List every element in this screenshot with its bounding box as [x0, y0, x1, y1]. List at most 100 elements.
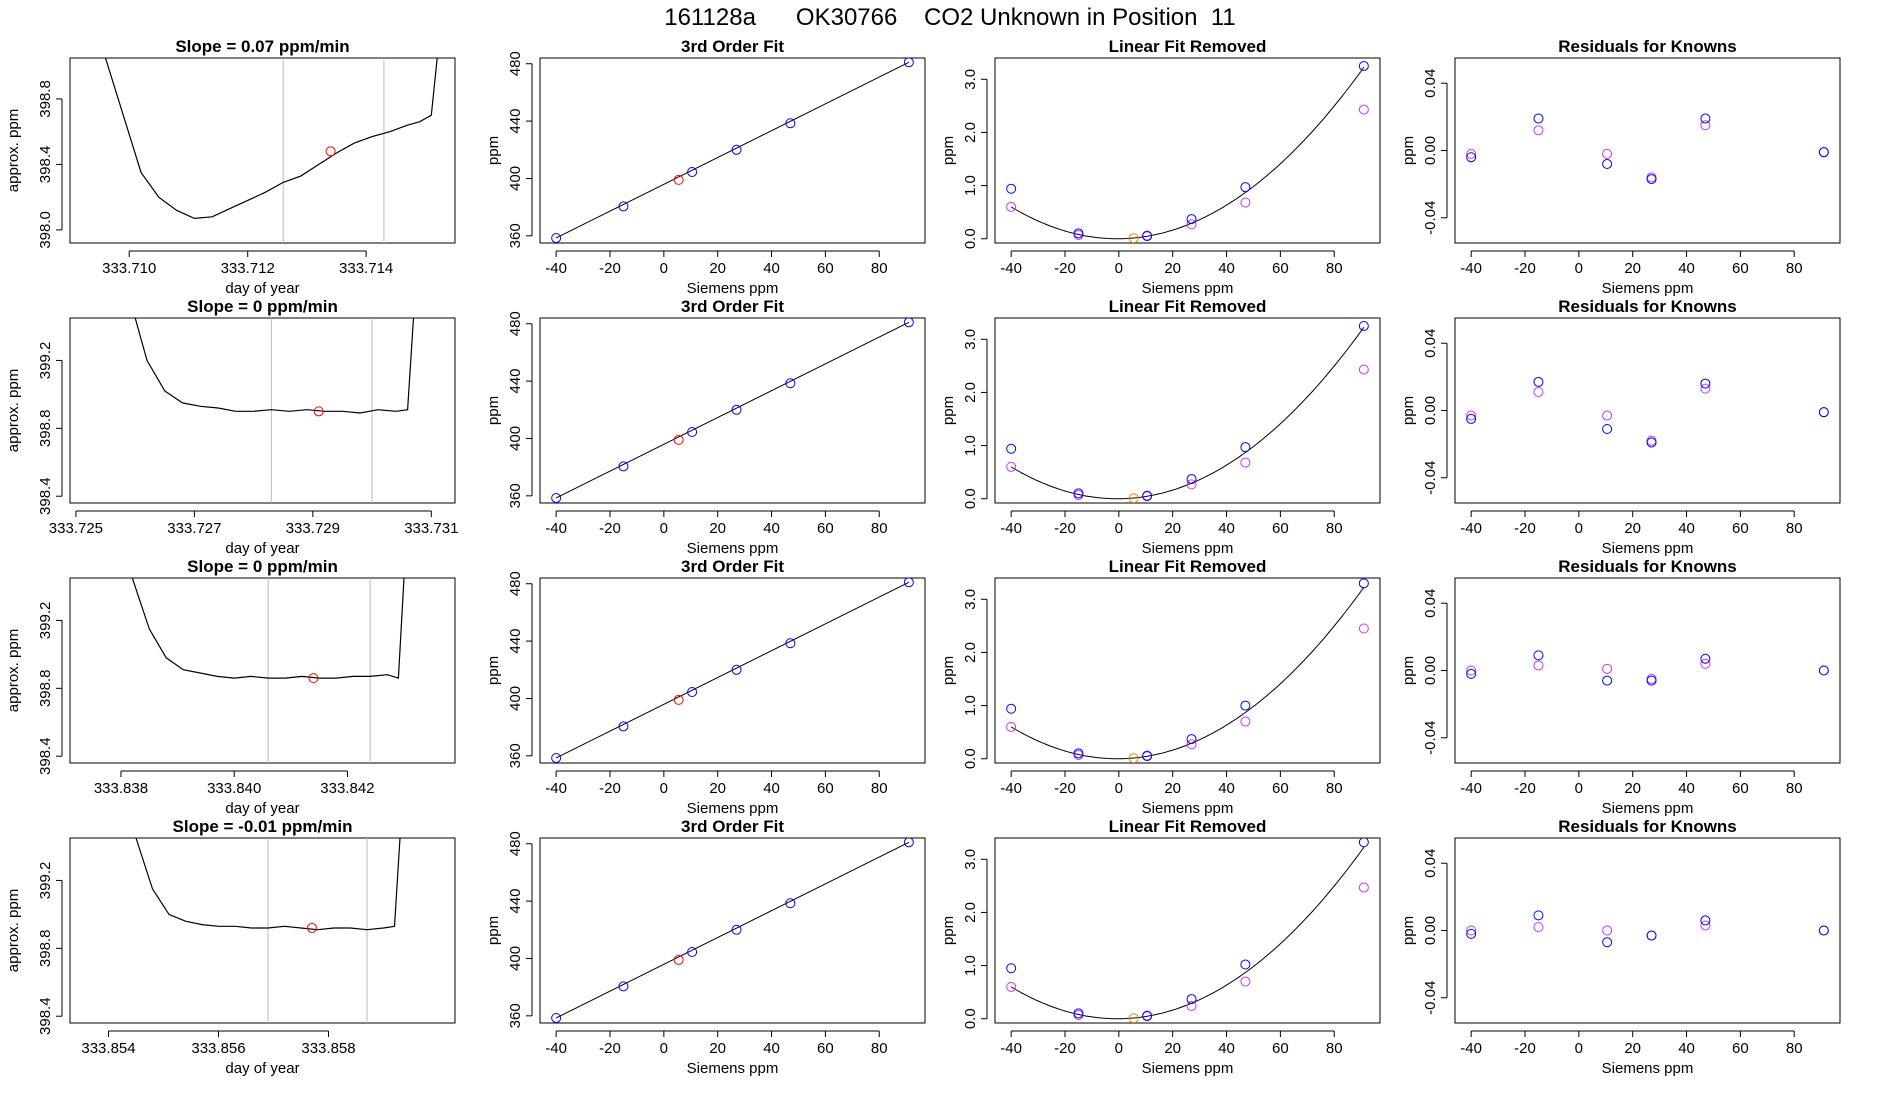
y-tick-label: 400: [507, 166, 524, 191]
panel-3-3: Linear Fit Removed -40 -20 0 20 40 60 80 Siemens…: [940, 557, 1381, 817]
fit-curve: [1010, 847, 1365, 1020]
panel-4-3: Residuals for Knowns -40 -20 0 20 40 60 80 Sieme…: [1400, 557, 1841, 817]
unknown-marker: [325, 146, 336, 157]
panel-title: Residuals for Knowns: [1558, 817, 1737, 836]
fit-point: [1700, 658, 1711, 669]
x-tick-label: 80: [871, 780, 888, 797]
known-point: [785, 638, 796, 649]
known-point: [731, 664, 742, 675]
panel-title: 3rd Order Fit: [681, 817, 784, 836]
plot-area: [1466, 113, 1829, 185]
plot-frame: [69, 57, 456, 244]
x-tick-label: 20: [709, 780, 726, 797]
y-tick-label: 0.00: [1422, 916, 1439, 945]
x-axis-label: day of year: [225, 540, 299, 557]
x-axis-label: day of year: [225, 280, 299, 297]
fit-point: [1358, 882, 1369, 893]
fit-point: [1602, 410, 1613, 421]
panel-3-4: Linear Fit Removed -40 -20 0 20 40 60 80 Siemens…: [940, 817, 1381, 1077]
x-tick-label: -40: [545, 260, 567, 277]
y-tick-label: 3.0: [962, 69, 979, 90]
x-tick-label: -20: [1514, 780, 1536, 797]
plot-frame: [994, 837, 1381, 1024]
x-tick-label: -40: [1000, 780, 1022, 797]
fit-point: [1602, 925, 1613, 936]
y-tick-label: 398.8: [37, 80, 54, 118]
known-point: [618, 721, 629, 732]
plot-frame: [539, 57, 926, 244]
known-point: [1240, 959, 1251, 970]
x-tick-label: 333.727: [167, 520, 221, 537]
x-axis-label: Siemens ppm: [1142, 1060, 1234, 1077]
x-tick-label: 40: [1218, 780, 1235, 797]
known-point: [1602, 158, 1613, 169]
plot-area: [551, 578, 914, 763]
x-tick-label: 20: [1164, 780, 1181, 797]
plot-area: [131, 578, 405, 763]
unknown-point: [1128, 1013, 1139, 1023]
y-tick-label: 480: [507, 831, 524, 856]
x-tick-label: 40: [1678, 260, 1695, 277]
y-tick-label: 0.0: [962, 488, 979, 509]
x-tick-label: 333.731: [404, 520, 458, 537]
x-tick-label: 0: [1575, 260, 1583, 277]
unknown-point: [1128, 233, 1139, 243]
known-point: [1818, 925, 1829, 936]
x-tick-label: 333.725: [49, 520, 103, 537]
y-tick-label: 399.2: [37, 602, 54, 640]
known-point: [1602, 937, 1613, 948]
page-title: 161128a OK30766 CO2 Unknown in Position …: [664, 4, 1236, 31]
unknown-marker: [308, 673, 319, 684]
panel-4-1: Residuals for Knowns -40 -20 0 20 40 60 80 Sieme…: [1400, 37, 1841, 297]
x-tick-label: 80: [1786, 1040, 1803, 1057]
x-tick-label: 0: [1115, 520, 1123, 537]
panel-2-4: 3rd Order Fit -40 -20 0 20 40 60 80 Siemens ppm 3…: [485, 817, 926, 1077]
x-tick-label: -40: [1460, 260, 1482, 277]
known-point: [1358, 320, 1369, 331]
panel-1-3: Slope = 0 ppm/min 333.838 333.840 333.842 da…: [5, 557, 456, 817]
fit-point: [1533, 660, 1544, 671]
x-tick-label: 80: [1326, 260, 1343, 277]
x-axis-label: Siemens ppm: [1602, 1060, 1694, 1077]
x-tick-label: 80: [871, 520, 888, 537]
unknown-marker: [307, 922, 317, 933]
y-axis-label: ppm: [485, 916, 502, 945]
plot-area: [1006, 838, 1369, 1023]
y-tick-label: 398.4: [37, 737, 54, 775]
y-tick-label: 1.0: [962, 955, 979, 976]
y-axis-label: approx. ppm: [5, 629, 22, 712]
known-point: [1358, 60, 1369, 71]
x-tick-label: 0: [1115, 1040, 1123, 1057]
y-tick-label: 360: [507, 1003, 524, 1028]
x-tick-label: -40: [545, 520, 567, 537]
known-point: [1142, 751, 1153, 762]
fit-point: [1358, 364, 1369, 375]
known-point: [731, 404, 742, 415]
panel-4-4: Residuals for Knowns -40 -20 0 20 40 60 80 Sieme…: [1400, 817, 1841, 1077]
known-point: [551, 232, 562, 243]
y-tick-label: 400: [507, 946, 524, 971]
fit-point: [1006, 461, 1017, 472]
x-tick-label: 60: [1732, 260, 1749, 277]
known-point: [903, 318, 914, 328]
known-point: [1073, 748, 1084, 759]
known-point: [687, 167, 698, 178]
panel-3-2: Linear Fit Removed -40 -20 0 20 40 60 80 Siemens…: [940, 297, 1381, 557]
known-point: [1602, 424, 1613, 434]
x-tick-label: 0: [1115, 260, 1123, 277]
fit-point: [1186, 219, 1197, 230]
y-tick-label: 2.0: [962, 122, 979, 143]
known-point: [1186, 474, 1197, 485]
fit-curve: [1010, 587, 1365, 760]
known-point: [1602, 675, 1613, 686]
y-tick-label: 400: [507, 426, 524, 451]
x-tick-label: 333.838: [94, 780, 148, 797]
y-tick-label: 0.04: [1422, 849, 1439, 878]
x-tick-label: -40: [1460, 520, 1482, 537]
x-tick-label: 333.714: [339, 260, 393, 277]
y-axis-label: ppm: [1400, 396, 1417, 425]
plot-frame: [1454, 577, 1841, 764]
x-tick-label: 60: [1732, 520, 1749, 537]
panel-2-2: 3rd Order Fit -40 -20 0 20 40 60 80 Siemens ppm 3…: [485, 297, 926, 557]
panel-title: Slope = 0.07 ppm/min: [175, 37, 349, 56]
